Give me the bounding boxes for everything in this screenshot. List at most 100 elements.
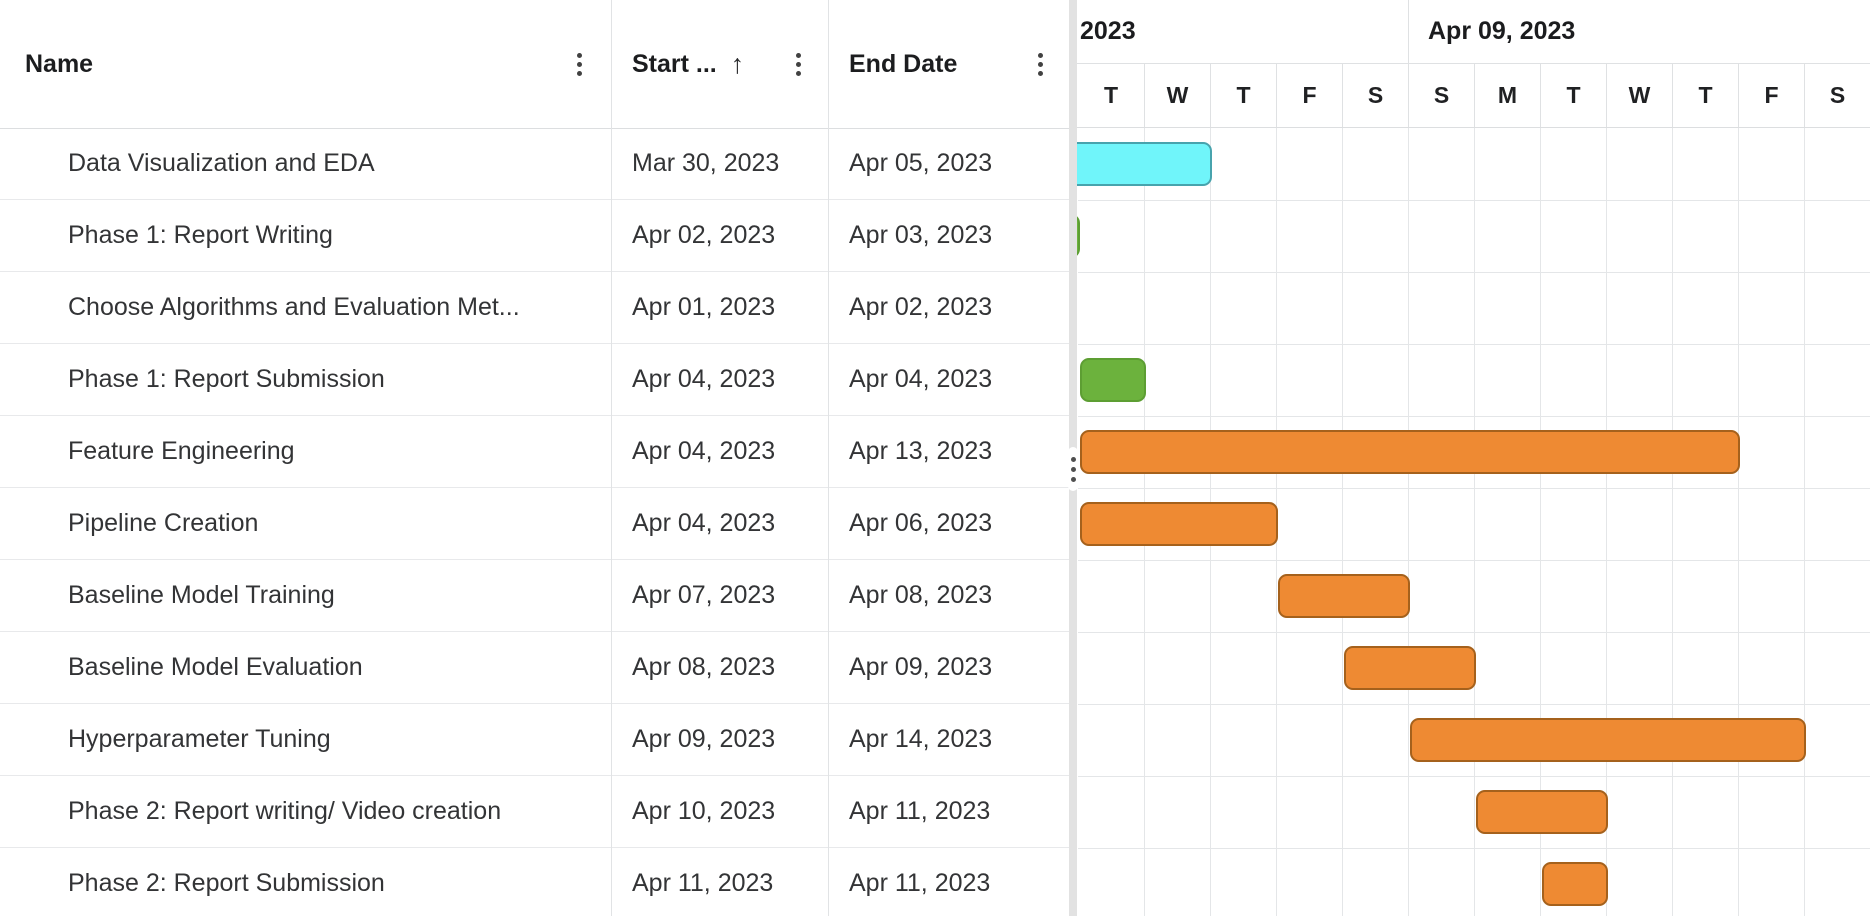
day-gridline bbox=[1738, 128, 1739, 916]
table-row[interactable]: Phase 2: Report Submission Apr 11, 2023 … bbox=[0, 848, 1069, 916]
task-start-cell[interactable]: Apr 02, 2023 bbox=[632, 221, 776, 249]
column-header-name[interactable]: Name bbox=[0, 0, 612, 128]
day-header-cell: T bbox=[1672, 64, 1738, 127]
column-divider bbox=[611, 0, 612, 916]
task-name-cell[interactable]: Choose Algorithms and Evaluation Met... bbox=[68, 293, 520, 321]
column-header-end[interactable]: End Date bbox=[829, 0, 1069, 128]
header-divider-line bbox=[1069, 127, 1870, 128]
day-header-cell: W bbox=[1144, 64, 1210, 127]
day-header-cell: W bbox=[1606, 64, 1672, 127]
task-end-cell[interactable]: Apr 06, 2023 bbox=[849, 509, 993, 537]
column-header-end-label: End Date bbox=[849, 49, 958, 78]
column-header-start-label: Start ... bbox=[632, 49, 717, 78]
task-end-cell[interactable]: Apr 08, 2023 bbox=[849, 581, 993, 609]
row-gridline bbox=[1078, 488, 1870, 489]
sort-ascending-icon[interactable]: ↑ bbox=[730, 48, 745, 79]
gantt-bar-green[interactable] bbox=[1080, 358, 1146, 402]
day-gridline bbox=[1474, 128, 1475, 916]
task-name-cell[interactable]: Phase 2: Report writing/ Video creation bbox=[68, 797, 502, 825]
row-gridline bbox=[1078, 416, 1870, 417]
week-label: 2023 bbox=[1080, 17, 1136, 45]
row-gridline bbox=[1078, 848, 1870, 849]
gantt-bar-orange[interactable] bbox=[1344, 646, 1476, 690]
column-header-name-label: Name bbox=[25, 49, 94, 78]
row-gridline bbox=[1078, 776, 1870, 777]
table-row[interactable]: Feature Engineering Apr 04, 2023 Apr 13,… bbox=[0, 416, 1069, 488]
task-start-cell[interactable]: Apr 04, 2023 bbox=[632, 437, 776, 465]
gantt-bar-orange[interactable] bbox=[1476, 790, 1608, 834]
task-name-cell[interactable]: Pipeline Creation bbox=[68, 509, 259, 537]
task-name-cell[interactable]: Phase 1: Report Writing bbox=[68, 221, 333, 249]
splitter-drag-handle-icon[interactable] bbox=[1068, 447, 1078, 491]
day-header-cell: S bbox=[1342, 64, 1408, 127]
task-start-cell[interactable]: Apr 01, 2023 bbox=[632, 293, 776, 321]
task-end-cell[interactable]: Apr 09, 2023 bbox=[849, 653, 993, 681]
table-row[interactable]: Hyperparameter Tuning Apr 09, 2023 Apr 1… bbox=[0, 704, 1069, 776]
table-row[interactable]: Baseline Model Evaluation Apr 08, 2023 A… bbox=[0, 632, 1069, 704]
task-start-cell[interactable]: Apr 10, 2023 bbox=[632, 797, 776, 825]
task-name-cell[interactable]: Hyperparameter Tuning bbox=[68, 725, 331, 753]
row-gridline bbox=[1078, 704, 1870, 705]
table-row[interactable]: Data Visualization and EDA Mar 30, 2023 … bbox=[0, 128, 1069, 200]
task-end-cell[interactable]: Apr 03, 2023 bbox=[849, 221, 993, 249]
column-header-start[interactable]: Start ... ↑ bbox=[612, 0, 829, 128]
gantt-bar-orange[interactable] bbox=[1278, 574, 1410, 618]
row-gridline bbox=[1078, 560, 1870, 561]
task-table-body: Data Visualization and EDA Mar 30, 2023 … bbox=[0, 128, 1069, 916]
day-header-cell: T bbox=[1103, 82, 1119, 108]
task-name-cell[interactable]: Baseline Model Training bbox=[68, 581, 335, 609]
task-end-cell[interactable]: Apr 02, 2023 bbox=[849, 293, 993, 321]
row-gridline bbox=[1078, 272, 1870, 273]
task-name-cell[interactable]: Phase 1: Report Submission bbox=[68, 365, 385, 393]
week-label: Apr 09, 2023 bbox=[1428, 17, 1576, 45]
task-name-cell[interactable]: Baseline Model Evaluation bbox=[68, 653, 363, 681]
task-end-cell[interactable]: Apr 14, 2023 bbox=[849, 725, 993, 753]
row-gridline bbox=[1078, 200, 1870, 201]
table-row[interactable]: Phase 1: Report Submission Apr 04, 2023 … bbox=[0, 344, 1069, 416]
task-start-cell[interactable]: Apr 04, 2023 bbox=[632, 365, 776, 393]
gantt-bar-cyan[interactable] bbox=[1069, 142, 1212, 186]
row-gridline bbox=[1078, 344, 1870, 345]
gantt-bar-orange[interactable] bbox=[1080, 430, 1740, 474]
task-end-cell[interactable]: Apr 04, 2023 bbox=[849, 365, 993, 393]
day-gridline bbox=[1540, 128, 1541, 916]
task-name-cell[interactable]: Phase 2: Report Submission bbox=[68, 869, 385, 897]
table-row[interactable]: Baseline Model Training Apr 07, 2023 Apr… bbox=[0, 560, 1069, 632]
day-header-cell: S bbox=[1408, 64, 1474, 127]
table-row[interactable]: Phase 2: Report writing/ Video creation … bbox=[0, 776, 1069, 848]
gantt-bar-orange[interactable] bbox=[1080, 502, 1278, 546]
task-end-cell[interactable]: Apr 05, 2023 bbox=[849, 149, 993, 177]
task-start-cell[interactable]: Apr 04, 2023 bbox=[632, 509, 776, 537]
column-divider bbox=[828, 0, 829, 916]
task-end-cell[interactable]: Apr 13, 2023 bbox=[849, 437, 993, 465]
table-row[interactable]: Choose Algorithms and Evaluation Met... … bbox=[0, 272, 1069, 344]
day-header-cell: F bbox=[1276, 64, 1342, 127]
task-start-cell[interactable]: Apr 07, 2023 bbox=[632, 581, 776, 609]
name-column-menu-icon[interactable] bbox=[573, 47, 586, 82]
task-start-cell[interactable]: Apr 11, 2023 bbox=[632, 869, 774, 897]
day-gridline bbox=[1342, 128, 1343, 916]
task-start-cell[interactable]: Apr 08, 2023 bbox=[632, 653, 776, 681]
table-row[interactable]: Phase 1: Report Writing Apr 02, 2023 Apr… bbox=[0, 200, 1069, 272]
end-column-menu-icon[interactable] bbox=[1034, 47, 1047, 82]
task-start-cell[interactable]: Mar 30, 2023 bbox=[632, 149, 780, 177]
gantt-bar-orange[interactable] bbox=[1542, 862, 1608, 906]
task-end-cell[interactable]: Apr 11, 2023 bbox=[849, 797, 991, 825]
day-header-cell: T bbox=[1210, 64, 1276, 127]
day-header-cell: T bbox=[1540, 64, 1606, 127]
day-gridline bbox=[1606, 128, 1607, 916]
table-row[interactable]: Pipeline Creation Apr 04, 2023 Apr 06, 2… bbox=[0, 488, 1069, 560]
day-header-cell: S bbox=[1804, 64, 1870, 127]
day-header-cell: F bbox=[1738, 64, 1804, 127]
start-column-menu-icon[interactable] bbox=[792, 47, 805, 82]
task-start-cell[interactable]: Apr 09, 2023 bbox=[632, 725, 776, 753]
header-divider-line bbox=[1069, 63, 1870, 64]
task-name-cell[interactable]: Data Visualization and EDA bbox=[68, 149, 375, 177]
task-name-cell[interactable]: Feature Engineering bbox=[68, 437, 295, 465]
table-header: Name Start ... ↑ End Date bbox=[0, 0, 1069, 129]
day-gridline bbox=[1672, 128, 1673, 916]
task-end-cell[interactable]: Apr 11, 2023 bbox=[849, 869, 991, 897]
gantt-bar-orange[interactable] bbox=[1410, 718, 1806, 762]
